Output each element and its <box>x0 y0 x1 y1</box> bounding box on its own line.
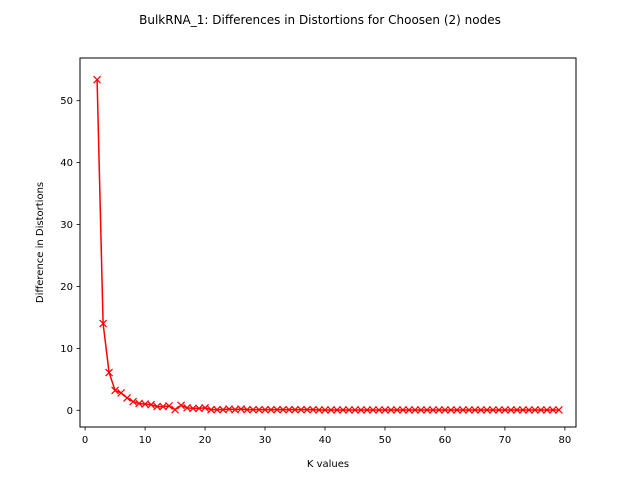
y-axis-label: Difference in Distortions <box>35 182 46 303</box>
x-axis-label: K values <box>307 459 349 470</box>
chart-title: BulkRNA_1: Differences in Distortions fo… <box>139 13 501 27</box>
data-point <box>117 389 126 397</box>
data-point <box>471 406 479 414</box>
plot-area <box>93 75 563 414</box>
y-tick-label: 40 <box>60 158 73 169</box>
y-axis: 0 10 20 30 40 50 <box>60 96 80 417</box>
data-point <box>339 406 347 414</box>
data-point <box>153 402 161 411</box>
data-point <box>363 406 371 414</box>
data-point <box>518 406 527 414</box>
data-point <box>279 405 287 414</box>
data-point <box>303 405 311 414</box>
data-point <box>453 406 461 414</box>
data-point <box>207 405 215 414</box>
data-point <box>536 406 545 414</box>
data-point <box>165 402 173 410</box>
data-point <box>429 406 437 414</box>
data-point <box>105 368 114 377</box>
data-point <box>243 405 251 414</box>
data-point <box>357 406 365 414</box>
data-point <box>417 406 425 414</box>
data-point <box>375 406 383 414</box>
series-line <box>96 79 559 411</box>
data-point <box>411 406 419 414</box>
data-point <box>489 406 497 414</box>
data-point <box>177 401 185 410</box>
y-tick-label: 0 <box>67 406 73 417</box>
x-tick-label: 30 <box>259 435 272 446</box>
data-point <box>309 405 317 414</box>
data-point <box>321 406 329 414</box>
data-point <box>297 405 305 414</box>
data-point <box>465 406 473 414</box>
data-point <box>129 397 138 406</box>
data-point <box>291 405 299 414</box>
x-tick-label: 70 <box>499 435 512 446</box>
data-point <box>99 319 108 328</box>
data-point <box>111 386 120 395</box>
data-point <box>530 406 539 414</box>
data-point <box>171 405 179 414</box>
x-tick-label: 0 <box>82 435 88 446</box>
data-point <box>369 406 377 414</box>
y-tick-label: 10 <box>60 344 73 355</box>
data-point <box>333 406 341 414</box>
data-point <box>249 405 257 414</box>
x-tick-label: 10 <box>139 435 152 446</box>
data-point <box>93 75 102 84</box>
data-point <box>435 406 443 414</box>
data-point <box>459 406 467 414</box>
data-point <box>201 403 209 412</box>
y-tick-label: 20 <box>60 282 73 293</box>
x-axis: 0 10 20 30 40 50 60 70 80 <box>82 427 571 446</box>
data-point <box>285 405 293 414</box>
x-tick-label: 50 <box>379 435 392 446</box>
data-point <box>405 406 413 414</box>
data-point <box>123 393 132 402</box>
data-point <box>447 406 455 414</box>
data-point <box>399 406 407 414</box>
data-point <box>255 405 263 414</box>
data-point <box>483 406 491 414</box>
data-point <box>381 406 389 414</box>
data-point <box>423 406 431 414</box>
data-point <box>351 406 359 414</box>
data-point <box>315 406 323 414</box>
data-point <box>542 406 551 414</box>
data-point <box>387 406 395 414</box>
data-point <box>507 406 515 414</box>
x-tick-label: 40 <box>319 435 332 446</box>
data-point <box>441 406 449 414</box>
data-point <box>147 400 155 409</box>
data-point <box>327 406 335 414</box>
data-point <box>548 406 557 414</box>
data-point <box>495 406 503 414</box>
data-point <box>501 406 509 414</box>
data-point <box>512 406 521 414</box>
y-tick-label: 30 <box>60 220 73 231</box>
plot-frame <box>79 57 577 428</box>
data-point <box>477 406 485 414</box>
data-point <box>189 404 197 413</box>
data-point <box>554 406 563 414</box>
data-point <box>524 406 533 414</box>
x-tick-label: 80 <box>559 435 572 446</box>
y-tick-label: 50 <box>60 96 73 107</box>
data-point <box>267 405 275 414</box>
data-point <box>345 406 353 414</box>
data-point <box>261 405 269 414</box>
data-point <box>393 406 401 414</box>
data-point <box>213 405 221 414</box>
x-tick-label: 20 <box>199 435 212 446</box>
x-tick-label: 60 <box>439 435 452 446</box>
data-point <box>273 405 281 414</box>
